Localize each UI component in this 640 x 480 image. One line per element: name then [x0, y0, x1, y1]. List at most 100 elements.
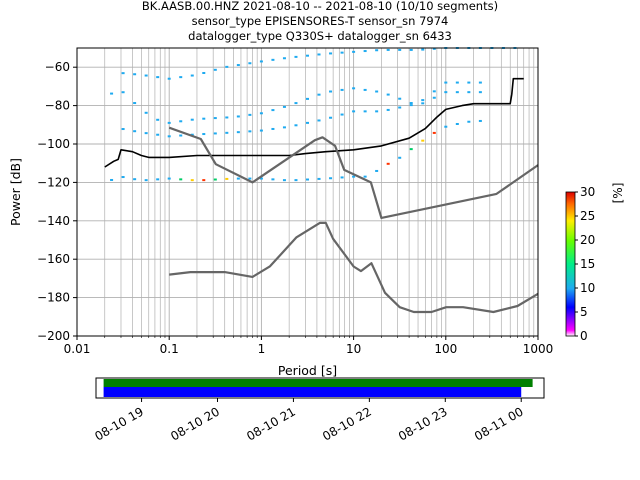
- psd-cell: [271, 127, 275, 130]
- colorbar-tick-label: 0: [580, 329, 588, 343]
- psd-cell: [363, 88, 367, 91]
- psd-cell: [202, 133, 206, 136]
- psd-cell: [455, 122, 459, 125]
- psd-cell: [375, 90, 379, 93]
- psd-cell: [156, 118, 160, 121]
- psd-cell: [282, 179, 286, 182]
- psd-cell: [352, 175, 356, 178]
- title-line: datalogger_type Q330S+ datalogger_sn 643…: [188, 29, 452, 43]
- psd-cell: [444, 81, 448, 84]
- x-tick-label: 0.1: [160, 342, 179, 356]
- noise-model-high-line: [168, 126, 539, 219]
- psd-cell: [179, 134, 183, 137]
- psd-cell: [306, 97, 309, 100]
- psd-cell: [248, 62, 252, 65]
- psd-cell: [432, 131, 436, 134]
- psd-cell: [421, 48, 425, 51]
- psd-cell: [167, 121, 171, 124]
- timeline-tick-label: 08-10 23: [396, 404, 450, 443]
- psd-cell: [213, 117, 217, 120]
- psd-cell: [236, 64, 240, 67]
- colorbar-tick-label: 20: [580, 233, 595, 247]
- psd-cell: [386, 93, 390, 96]
- x-tick-label: 1000: [523, 342, 554, 356]
- psd-cell: [375, 110, 379, 113]
- timeline-tick-label: 08-10 19: [92, 404, 146, 443]
- psd-cell: [340, 176, 344, 179]
- psd-cell: [398, 48, 402, 51]
- psd-plot: 0.01 0.1 1 10 100 1000 −200 −180 −160 −140 −120 −10…: [8, 47, 553, 378]
- psd-cell: [271, 58, 275, 61]
- psd-cell: [455, 81, 459, 84]
- psd-cell: [386, 108, 390, 111]
- timeline-tick-label: 08-11 00: [472, 404, 526, 443]
- psd-cell: [225, 177, 229, 180]
- psd-cell: [294, 102, 298, 105]
- psd-cell: [167, 77, 171, 80]
- timeline-panel: 08-10 19 08-10 20 08-10 21 08-10 22 08-10 23…: [92, 377, 545, 444]
- psd-cell: [340, 88, 344, 91]
- colorbar-tick-label: 25: [580, 209, 595, 223]
- psd-cell: [202, 179, 206, 182]
- timeline-bar: [103, 387, 522, 397]
- psd-cell: [179, 120, 183, 123]
- psd-cell: [363, 110, 367, 113]
- psd-cell: [144, 132, 148, 135]
- x-tick-label: 100: [434, 342, 457, 356]
- psd-cell: [363, 175, 367, 178]
- psd-cell: [478, 91, 482, 94]
- psd-cell: [421, 139, 425, 142]
- psd-cell: [144, 74, 148, 77]
- y-axis-label: Power [dB]: [8, 158, 23, 226]
- psd-cell: [340, 51, 344, 54]
- psd-cell: [259, 112, 263, 115]
- psd-cell: [444, 91, 448, 94]
- psd-cell: [329, 116, 333, 119]
- y-tick-label: −100: [37, 137, 70, 151]
- psd-cell: [190, 133, 194, 136]
- psd-cell: [478, 119, 482, 122]
- psd-cell: [375, 169, 379, 172]
- psd-cell: [190, 74, 194, 77]
- psd-cell: [156, 76, 160, 79]
- psd-cell: [455, 91, 459, 94]
- psd-cell: [432, 47, 436, 50]
- psd-cell: [110, 178, 114, 181]
- psd-cell: [167, 177, 171, 180]
- psd-cell: [133, 102, 137, 105]
- psd-cell: [259, 60, 263, 63]
- psd-cell: [213, 132, 217, 135]
- psd-cell: [271, 109, 275, 112]
- timeline-tick-label: 08-10 22: [320, 404, 374, 443]
- psd-cell: [190, 118, 194, 121]
- x-tick-label: 0.01: [64, 342, 91, 356]
- psd-cell: [317, 53, 321, 56]
- psd-cell: [294, 55, 298, 58]
- psd-cell: [432, 96, 436, 99]
- y-tick-label: −140: [37, 214, 70, 228]
- psd-cell: [444, 125, 448, 128]
- psd-cell: [248, 130, 252, 133]
- psd-cell: [156, 178, 160, 181]
- psd-cell: [432, 90, 436, 93]
- psd-cell: [352, 87, 356, 90]
- psd-cell: [282, 105, 286, 108]
- psd-cell: [271, 178, 275, 181]
- psd-cell: [236, 131, 240, 134]
- psd-cell: [467, 91, 471, 94]
- psd-cell: [236, 115, 240, 118]
- psd-cell: [282, 126, 286, 129]
- psd-cell: [386, 162, 390, 165]
- psd-cell: [329, 52, 333, 55]
- psd-cell: [121, 128, 125, 131]
- figure-title: BK.AASB.00.HNZ 2021-08-10 -- 2021-08-10 …: [142, 0, 498, 43]
- psd-cell: [133, 178, 137, 181]
- psd-cell: [156, 133, 160, 136]
- psd-cell: [110, 92, 114, 95]
- psd-cell: [202, 117, 206, 120]
- psd-cell: [467, 81, 471, 84]
- psd-cell: [225, 116, 229, 119]
- psd-cell: [409, 48, 413, 51]
- psd-cell: [282, 57, 286, 60]
